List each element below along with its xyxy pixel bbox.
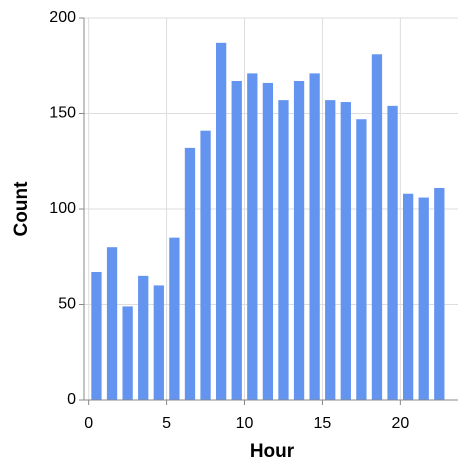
bar — [169, 237, 180, 400]
bar — [340, 102, 351, 400]
y-tick-label: 0 — [67, 391, 76, 408]
y-tick-label: 200 — [49, 9, 76, 26]
y-tick-label: 50 — [58, 296, 76, 313]
y-tick-label: 100 — [49, 200, 76, 217]
y-axis-title: Count — [11, 181, 32, 237]
bar — [231, 81, 242, 400]
bar — [106, 247, 118, 400]
bar — [418, 197, 429, 400]
bar — [215, 42, 227, 401]
bar — [293, 81, 305, 400]
bar — [356, 119, 367, 400]
bar — [387, 105, 398, 401]
bar — [434, 187, 445, 400]
bar — [91, 272, 102, 400]
bar — [153, 285, 164, 400]
x-tick-label: 15 — [314, 415, 332, 432]
bar — [278, 100, 289, 400]
bar — [325, 100, 336, 400]
bar — [371, 54, 383, 400]
bar — [138, 275, 149, 400]
bar — [200, 130, 211, 400]
bar — [262, 82, 274, 400]
bar — [309, 73, 320, 400]
bar — [402, 193, 414, 400]
x-tick-label: 10 — [236, 415, 254, 432]
bar — [184, 147, 196, 400]
x-tick-label: 5 — [162, 415, 171, 432]
x-tick-label: 0 — [84, 415, 93, 432]
x-tick-label: 20 — [391, 415, 409, 432]
bar — [247, 73, 258, 400]
x-axis-title: Hour — [250, 441, 295, 462]
bar — [122, 306, 133, 400]
y-tick-label: 150 — [49, 105, 76, 122]
